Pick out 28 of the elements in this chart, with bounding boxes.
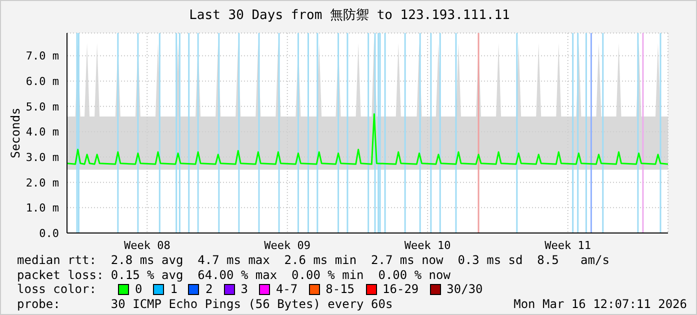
- text: packet loss: 0.15 % avg 64.00 % max 0.00 % min 0.00 % now: [17, 268, 452, 282]
- chart-title: Last 30 Days from 無防禦 to 123.193.111.11: [188, 7, 511, 24]
- x-tick-label: Week 10: [404, 238, 451, 252]
- legend-label: 4-7: [274, 282, 298, 296]
- y-axis-title: Seconds: [8, 108, 22, 158]
- legend-label: 8-15: [324, 282, 355, 296]
- legend-label: 1: [169, 282, 178, 296]
- y-tick-label: 4.0 m: [26, 126, 60, 139]
- legend-label: 0: [134, 282, 142, 296]
- x-tick-label: Week 11: [544, 238, 592, 252]
- text: median rtt: 2.8 ms avg 4.7 ms max 2.6 ms min 2.7 ms now 0.3 ms sd 8.5 am/s: [17, 253, 610, 268]
- text: probe: 30 ICMP Echo Pings (56 Bytes) every 60s: [17, 296, 393, 311]
- legend-label: 3: [240, 282, 248, 296]
- y-tick-label: 7.0 m: [26, 50, 60, 63]
- y-tick-label: 3.0 m: [26, 150, 60, 164]
- legend-title: loss color:: [17, 282, 98, 296]
- legend-label: 16-29: [382, 282, 419, 296]
- y-tick-label: 0.0: [39, 226, 59, 240]
- y-tick-label: 1.0 m: [26, 202, 60, 215]
- y-tick-label: 5.0 m: [26, 100, 60, 114]
- legend-label: 2: [204, 282, 213, 296]
- y-tick-label: 6.0 m: [26, 75, 60, 88]
- x-tick-label: Week 09: [264, 238, 311, 252]
- y-tick-label: 2.0 m: [26, 176, 60, 190]
- legend-label: 30/30: [446, 282, 483, 296]
- line-series: [67, 113, 668, 165]
- text: Mon Mar 16 12:07:11 2026: [514, 296, 687, 311]
- x-tick-label: Week 08: [124, 238, 170, 252]
